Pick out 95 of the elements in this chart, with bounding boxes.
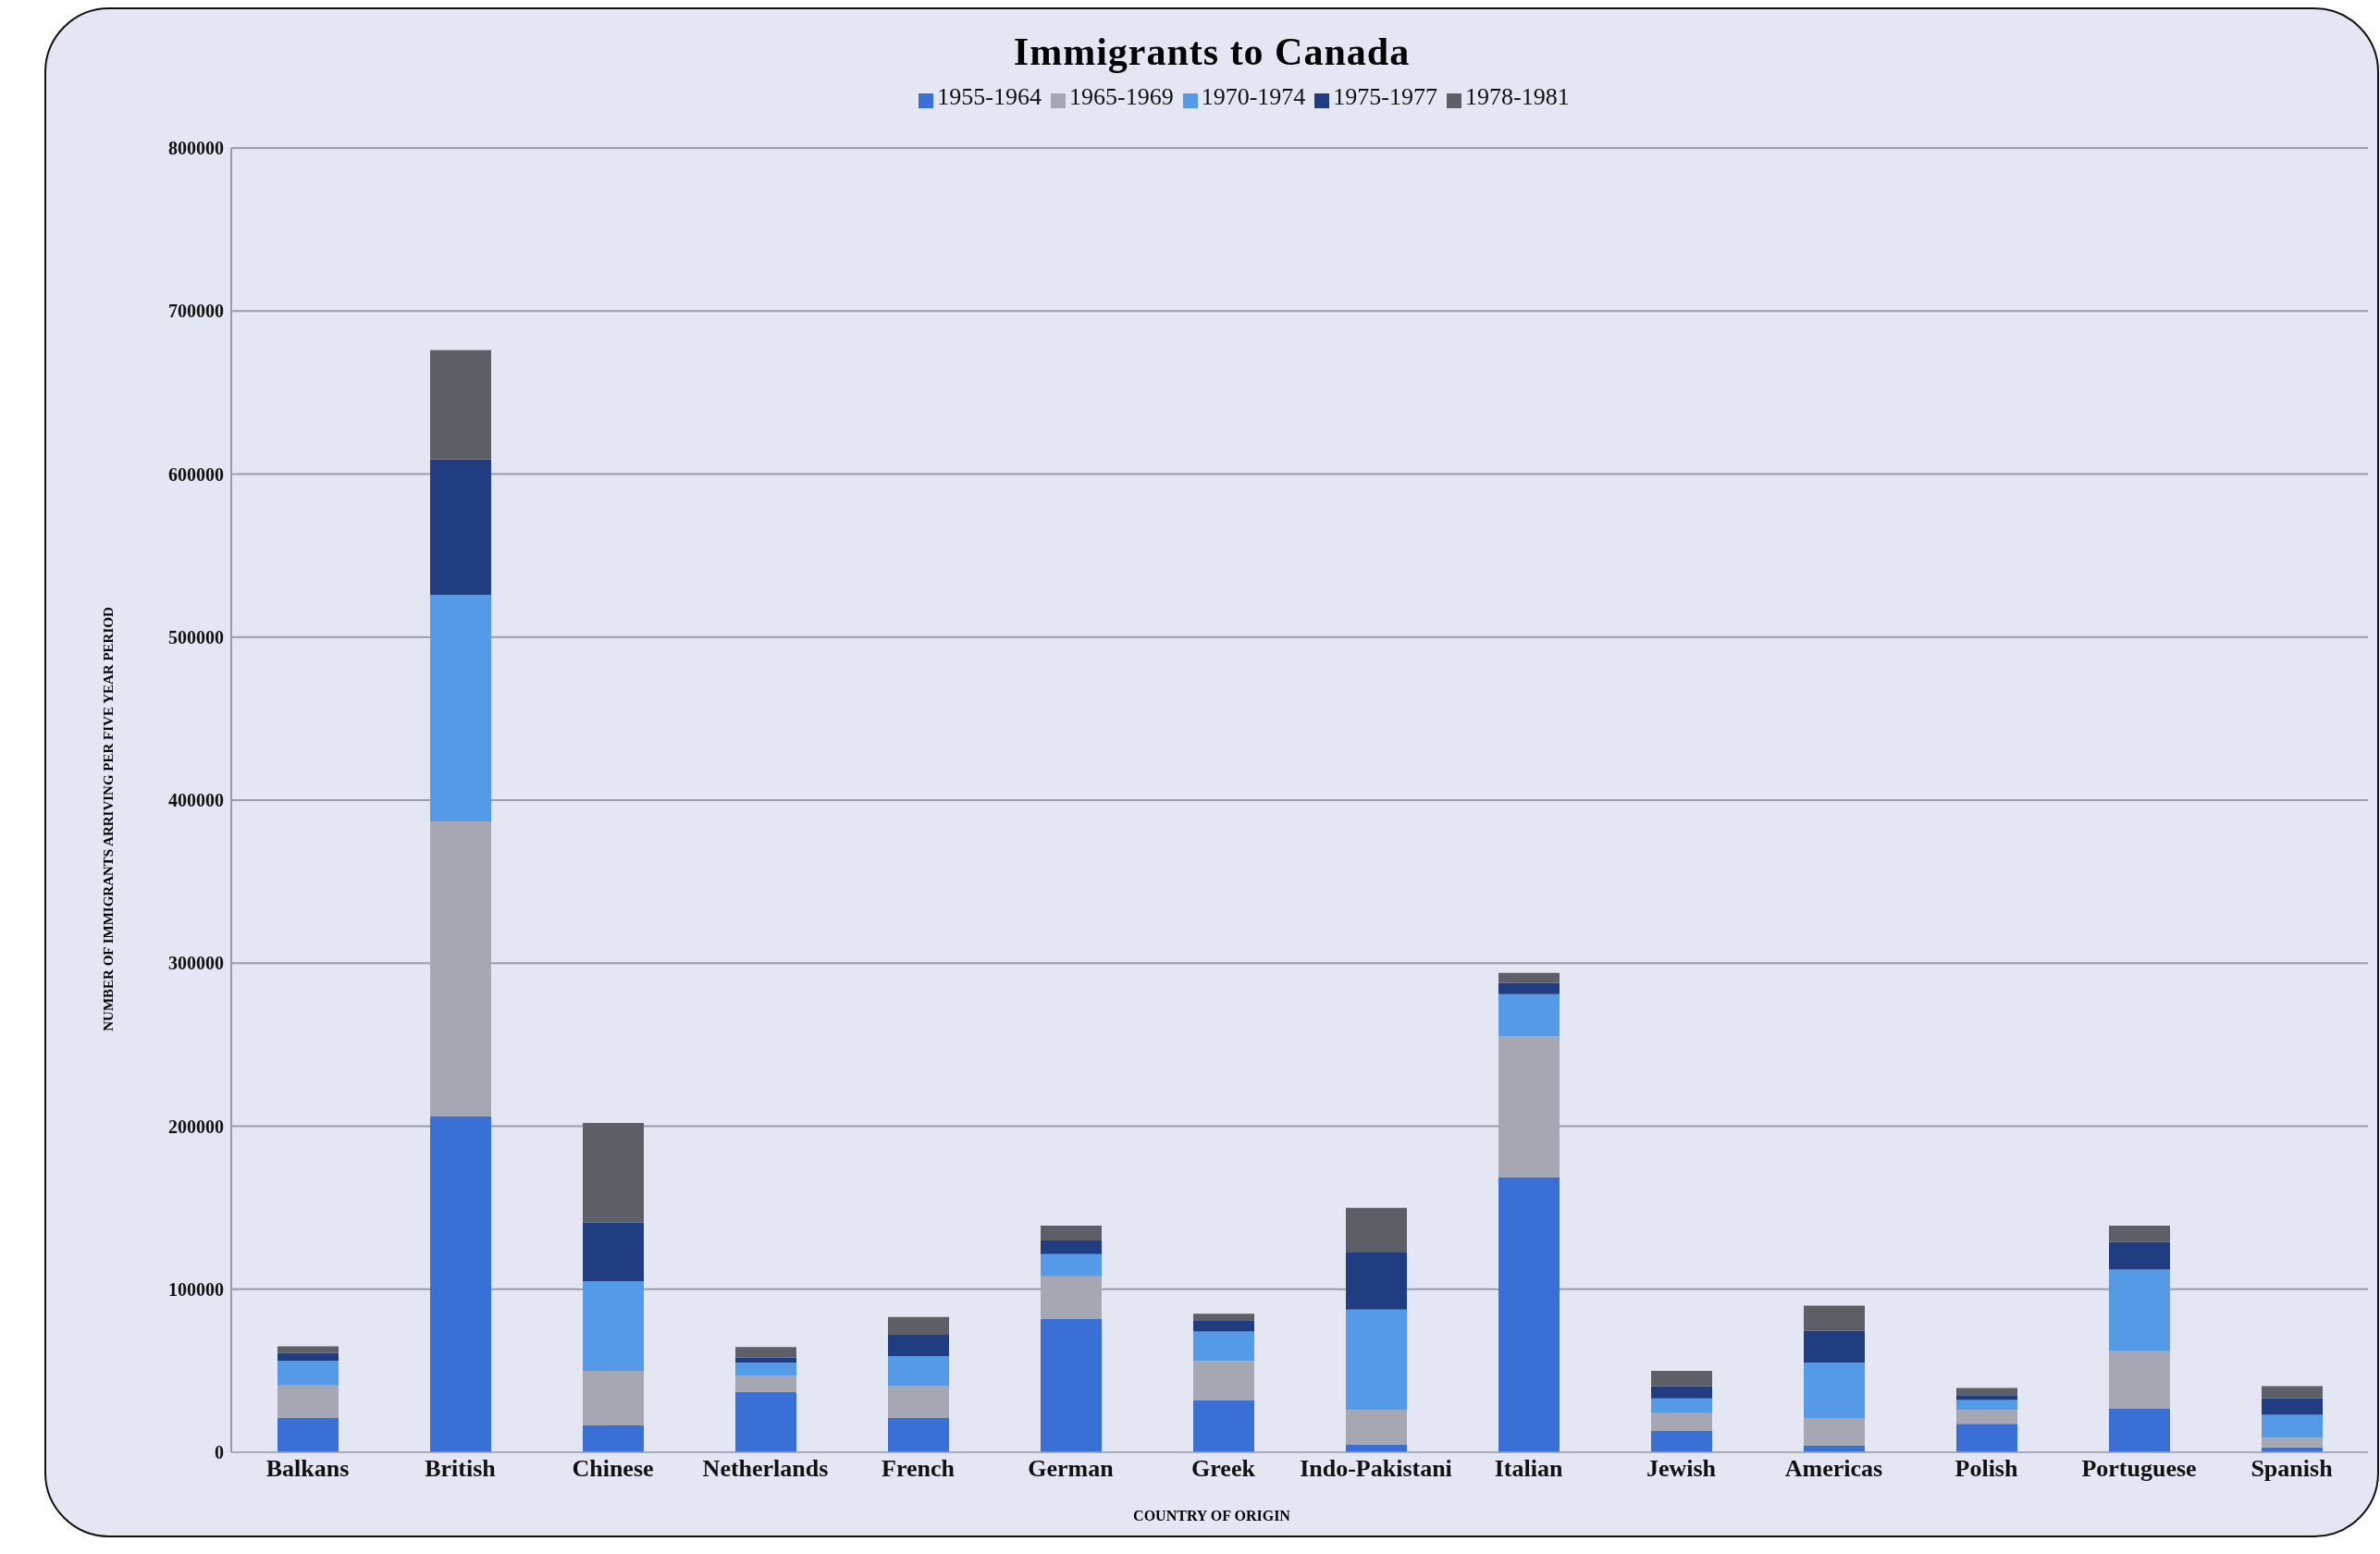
bar [277,1417,339,1452]
bar [430,459,491,595]
bar [1193,1361,1254,1400]
x-axis-title: COUNTRY OF ORIGIN [1132,1508,1291,1524]
x-tick-label: Indo-Pakistani [1300,1455,1452,1483]
y-tick-label: 100000 [168,1278,224,1300]
bar [1041,1226,1102,1240]
bar [1346,1207,1407,1253]
bar [1956,1410,2017,1424]
x-tick-label: Americas [1784,1455,1883,1483]
bar [2109,1350,2170,1409]
bar [735,1391,796,1452]
bar [888,1316,949,1336]
x-tick-label: French [882,1455,956,1483]
x-tick-label: Polish [1955,1455,2018,1483]
legend-label: 1970-1974 [1201,83,1306,110]
bar [1346,1252,1407,1310]
bar [2109,1226,2170,1242]
y-axis-title: NUMBER OF IMMIGRANTS ARRIVING PER FIVE YEAR PERIOD [100,606,117,1031]
legend-label: 1965-1969 [1068,83,1174,110]
bar [1956,1400,2017,1411]
bar [1956,1388,2017,1396]
bar [583,1370,644,1425]
bar [735,1357,796,1363]
bar [583,1122,644,1223]
chart-title: Immigrants to Canada [1012,30,1412,74]
y-tick-label: 700000 [168,301,224,322]
bar [1193,1320,1254,1332]
bar [583,1222,644,1281]
bar [277,1385,339,1418]
bar [1346,1309,1407,1411]
x-tick-label: German [1028,1455,1115,1483]
bar [2262,1414,2323,1438]
legend-label: 1955-1964 [937,83,1042,110]
x-tick-label: Portuguese [2081,1455,2197,1483]
x-tick-label: British [425,1455,497,1483]
bar [1498,1178,1560,1452]
y-tick-label: 800000 [168,138,224,159]
bar [888,1386,949,1418]
bar [1041,1253,1102,1276]
legend-label: 1978-1981 [1465,83,1570,110]
bar [2262,1437,2323,1448]
bar [1651,1386,1712,1399]
bar [2262,1386,2323,1399]
bar [1804,1330,1865,1363]
y-tick-label: 200000 [168,1116,224,1137]
x-tick-label: Greek [1191,1455,1256,1483]
bar [1804,1363,1865,1418]
bar [888,1417,949,1452]
bar [277,1346,339,1353]
legend-label: 1975-1977 [1333,83,1437,110]
bar [1498,972,1560,983]
bar [735,1363,796,1376]
bar [1193,1400,1254,1452]
bar [1346,1410,1407,1446]
y-tick-label: 600000 [168,463,224,485]
x-tick-label: Italian [1494,1455,1563,1483]
y-tick-label: 400000 [168,790,224,811]
bar [277,1352,339,1362]
bar [1804,1305,1865,1331]
bar [735,1375,796,1392]
bar [430,594,491,821]
bar [1498,993,1560,1037]
bar [583,1424,644,1452]
x-tick-label: Netherlands [702,1455,829,1483]
x-tick-label: Jewish [1646,1455,1717,1483]
bar [1651,1412,1712,1432]
bar [1041,1240,1102,1254]
bar [1041,1318,1102,1452]
bar [1651,1431,1712,1452]
x-tick-label: Balkans [265,1455,350,1483]
y-tick-label: 300000 [168,953,224,974]
bar [583,1280,644,1371]
bar [430,350,491,460]
y-tick-label: 500000 [168,626,224,648]
bar [888,1356,949,1387]
bar [1804,1417,1865,1446]
y-tick-label: 0 [215,1442,224,1463]
bar [1193,1314,1254,1321]
bar [1193,1331,1254,1362]
bar [2262,1398,2323,1415]
bar [888,1335,949,1357]
bar [1498,982,1560,994]
bar [1956,1424,2017,1452]
bar [1651,1398,1712,1413]
bar [2109,1241,2170,1270]
bar [1651,1370,1712,1387]
bar [1956,1395,2017,1400]
bar [2109,1269,2170,1351]
bar [277,1361,339,1386]
x-tick-label: Spanish [2251,1455,2334,1483]
x-tick-label: Chinese [572,1455,654,1483]
bar [735,1347,796,1358]
bar [2109,1408,2170,1452]
bar [430,1116,491,1452]
